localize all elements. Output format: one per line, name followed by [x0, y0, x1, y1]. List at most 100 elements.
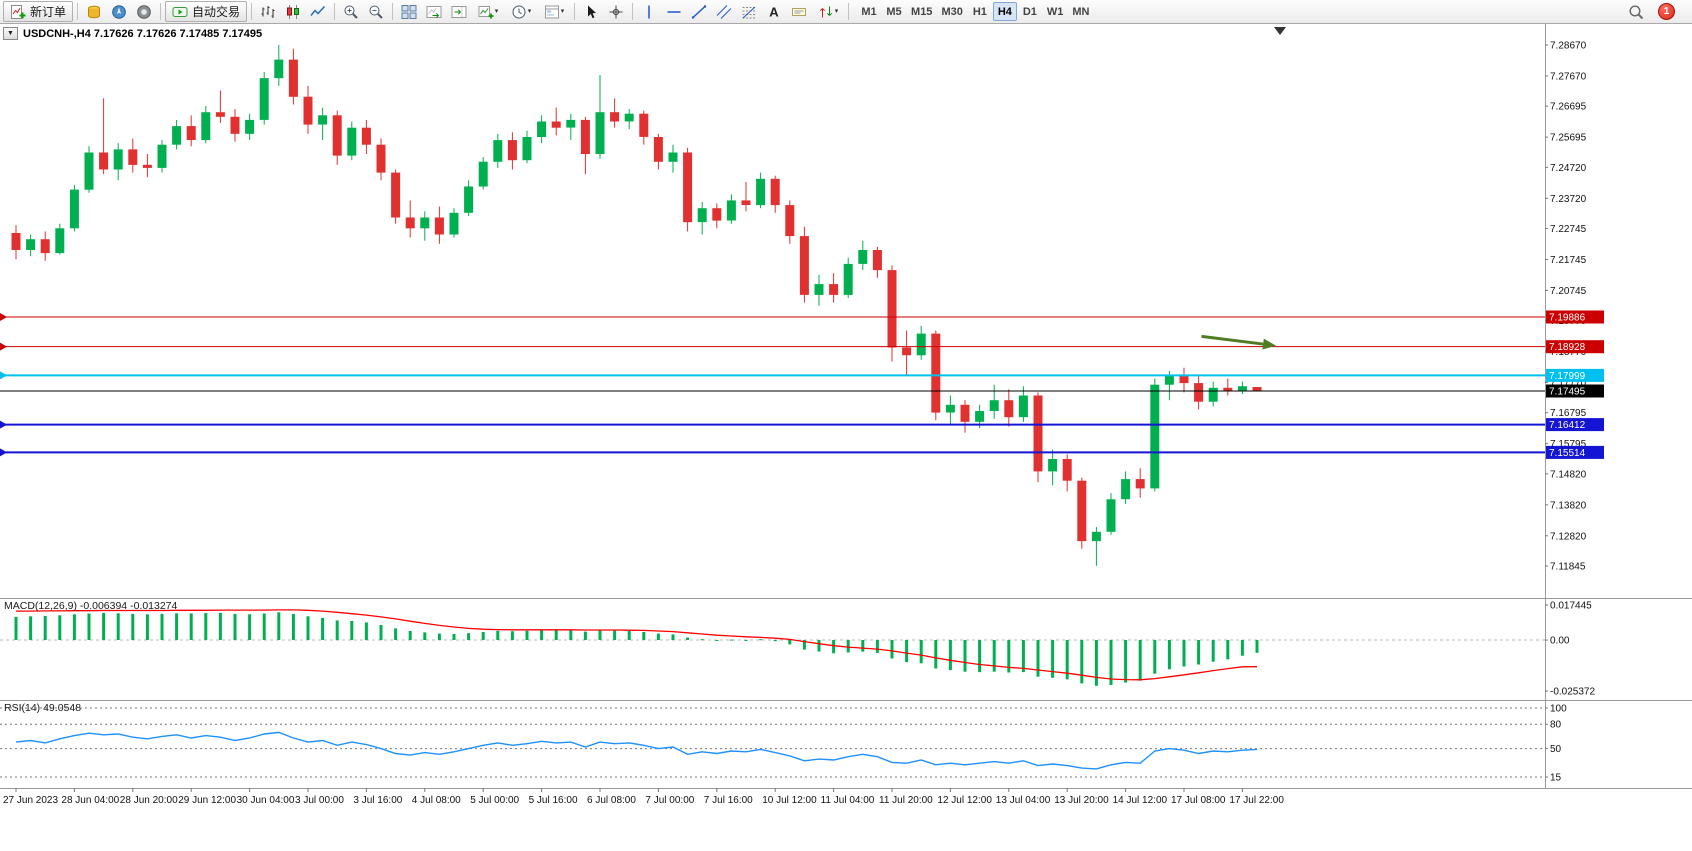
caret-down-icon: ▾ — [494, 8, 499, 15]
new-order-icon — [11, 4, 26, 19]
svg-text:15: 15 — [1550, 773, 1562, 784]
macd-histogram — [14, 612, 1259, 686]
svg-text:7.21745: 7.21745 — [1550, 255, 1587, 266]
svg-text:7.15795: 7.15795 — [1550, 439, 1587, 450]
svg-text:7.19886: 7.19886 — [1549, 313, 1586, 324]
indicators-button[interactable]: ▾ — [472, 1, 504, 22]
auto-trading-icon — [172, 6, 188, 17]
text-icon: A — [769, 4, 779, 19]
new-order-label: 新订单 — [30, 5, 67, 19]
terminal-button[interactable] — [132, 1, 156, 22]
macd-indicator-label: MACD(12,26,9) -0.006394 -0.013274 — [4, 600, 178, 612]
bar-chart-mode-button[interactable] — [256, 1, 280, 22]
svg-text:7.26695: 7.26695 — [1550, 102, 1587, 113]
terminal-icon — [137, 4, 151, 19]
candlestick-mode-button[interactable] — [281, 1, 305, 22]
channel-tool[interactable] — [712, 1, 736, 22]
svg-text:100: 100 — [1550, 704, 1567, 715]
symbol-dropdown-button[interactable]: ▼ — [3, 27, 18, 40]
pane-separators — [0, 24, 1692, 789]
auto-trading-button[interactable]: 自动交易 — [165, 1, 248, 22]
chart-canvas[interactable]: 7.28670 7.27670 7.26695 7.25695 7.24720 7.237… — [0, 24, 1692, 851]
auto-scroll-button[interactable] — [422, 1, 446, 22]
toolbar-separator — [392, 3, 394, 20]
bar-chart-icon — [261, 5, 275, 18]
toolbar-separator — [848, 3, 850, 20]
svg-text:50: 50 — [1550, 744, 1562, 755]
vertical-line-tool[interactable] — [637, 1, 661, 22]
trendline-tool[interactable] — [687, 1, 711, 22]
market-watch-button[interactable] — [82, 1, 106, 22]
chart-shift-button[interactable] — [447, 1, 471, 22]
svg-text:0.017445: 0.017445 — [1550, 601, 1592, 612]
text-label-tool[interactable] — [787, 1, 811, 22]
svg-text:4 Jul 08:00: 4 Jul 08:00 — [412, 795, 461, 806]
toolbar-separator — [77, 3, 79, 20]
svg-text:7.17495: 7.17495 — [1549, 387, 1586, 398]
chart-background — [0, 24, 1692, 851]
navigator-icon — [112, 4, 126, 19]
zoom-in-button[interactable] — [339, 1, 363, 22]
horizontal-level-lines[interactable] — [0, 313, 1545, 457]
vertical-line-icon — [648, 5, 650, 18]
rsi-line — [15, 731, 1258, 770]
caret-down-icon: ▾ — [527, 8, 532, 15]
notification-badge[interactable]: 1 — [1658, 3, 1675, 20]
time-axis: 27 Jun 2023 28 Jun 04:00 28 Jun 20:00 29 Ju… — [3, 788, 1284, 806]
templates-dropdown[interactable]: ▾ — [538, 1, 570, 22]
candlestick-chart-icon — [287, 4, 300, 19]
timeframe-m15[interactable]: M15 — [907, 2, 936, 21]
svg-text:3 Jul 00:00: 3 Jul 00:00 — [295, 795, 344, 806]
timeframe-m5[interactable]: M5 — [882, 2, 906, 21]
periods-dropdown[interactable]: ▾ — [505, 1, 537, 22]
equidistant-channel-icon — [716, 4, 732, 19]
timeframe-m30[interactable]: M30 — [937, 2, 966, 21]
caret-down-icon: ▾ — [560, 8, 565, 15]
tile-windows-button[interactable] — [397, 1, 421, 22]
timeframe-w1[interactable]: W1 — [1043, 2, 1068, 21]
candlesticks[interactable] — [11, 45, 1262, 566]
timeframe-m1[interactable]: M1 — [857, 2, 881, 21]
cursor-button[interactable] — [579, 1, 603, 22]
line-chart-mode-button[interactable] — [306, 1, 330, 22]
timeframe-mn[interactable]: MN — [1068, 2, 1093, 21]
timeframe-d1[interactable]: D1 — [1018, 2, 1042, 21]
svg-text:7.15514: 7.15514 — [1549, 448, 1586, 459]
fibonacci-tool[interactable] — [737, 1, 761, 22]
macd-signal-line — [16, 609, 1258, 681]
svg-text:7.17999: 7.17999 — [1549, 371, 1586, 382]
svg-text:7.28670: 7.28670 — [1550, 41, 1587, 52]
navigator-button[interactable] — [107, 1, 131, 22]
svg-text:7.11845: 7.11845 — [1550, 562, 1586, 573]
svg-text:14 Jul 12:00: 14 Jul 12:00 — [1113, 795, 1168, 806]
svg-text:7.25695: 7.25695 — [1550, 133, 1587, 144]
svg-text:13 Jul 20:00: 13 Jul 20:00 — [1054, 795, 1109, 806]
auto-scroll-icon — [426, 5, 442, 18]
zoom-in-icon — [344, 5, 358, 19]
arrows-dropdown[interactable]: ▾ — [812, 1, 844, 22]
price-axis-badges: 7.19886 7.18928 7.17999 7.17495 7.16412 7.155… — [1546, 310, 1604, 459]
svg-text:7 Jul 16:00: 7 Jul 16:00 — [704, 795, 753, 806]
svg-text:3 Jul 16:00: 3 Jul 16:00 — [353, 795, 402, 806]
horizontal-line-icon — [667, 10, 681, 13]
search-button[interactable] — [1624, 1, 1648, 22]
clock-icon — [512, 5, 526, 18]
caret-down-icon: ▾ — [834, 8, 839, 15]
zoom-out-icon — [369, 5, 383, 19]
svg-text:11 Jul 04:00: 11 Jul 04:00 — [821, 795, 875, 806]
svg-text:13 Jul 04:00: 13 Jul 04:00 — [996, 795, 1051, 806]
rsi-indicator-label: RSI(14) 49.0548 — [4, 702, 82, 714]
macd-axis: 0.017445 0.00 -0.025372 — [1545, 601, 1595, 698]
chart-shift-marker[interactable] — [1274, 27, 1286, 35]
text-tool[interactable]: A — [762, 1, 786, 22]
text-label-icon — [792, 7, 807, 16]
timeframe-h1[interactable]: H1 — [968, 2, 992, 21]
zoom-out-button[interactable] — [364, 1, 388, 22]
timeframe-h4[interactable]: H4 — [992, 2, 1017, 21]
trend-arrow[interactable] — [1201, 334, 1276, 350]
new-order-button[interactable]: 新订单 — [3, 1, 74, 22]
horizontal-line-tool[interactable] — [662, 1, 686, 22]
svg-text:0.00: 0.00 — [1550, 636, 1570, 647]
svg-text:28 Jun 20:00: 28 Jun 20:00 — [120, 795, 178, 806]
crosshair-button[interactable] — [604, 1, 628, 22]
